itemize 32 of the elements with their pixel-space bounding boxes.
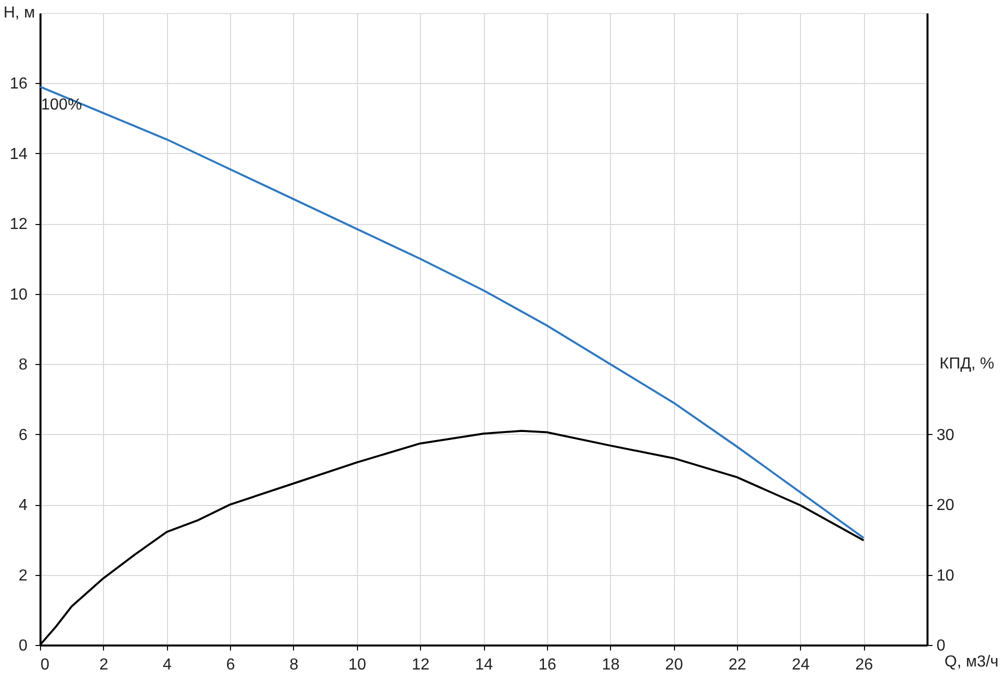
x-tick-label: 2 <box>99 656 108 674</box>
y-tick-label: 2 <box>18 567 28 584</box>
y-tick-label: 8 <box>18 356 28 374</box>
x-tick-label: 8 <box>289 656 298 674</box>
y2-tick-label: 20 <box>936 497 954 514</box>
x-tick-label: 24 <box>792 656 810 674</box>
x-tick-label: 10 <box>348 656 366 674</box>
y-tick-label: 0 <box>18 638 28 654</box>
x-tick-label: 18 <box>602 656 620 674</box>
x-tick-label: 22 <box>728 656 746 674</box>
y-tick-label: 12 <box>10 216 28 234</box>
x-tick-label: 26 <box>855 656 874 674</box>
line-series <box>39 86 865 539</box>
x-tick-label: 14 <box>475 656 493 674</box>
annotation: 100% <box>41 96 82 114</box>
x-tick-label: 20 <box>665 656 684 674</box>
x-tick-label: 12 <box>412 656 430 674</box>
x-axis-title: Q, м3/ч <box>944 654 999 670</box>
x-tick-label: 16 <box>538 656 556 674</box>
y2-tick-label: 0 <box>936 638 946 654</box>
y-tick-label: 10 <box>10 286 28 304</box>
y-tick-label: 16 <box>10 76 28 93</box>
y-tick-label: 4 <box>18 497 28 514</box>
y2-tick-label: 10 <box>936 567 954 584</box>
y2-tick-label: 30 <box>936 426 954 444</box>
x-tick-label: 0 <box>40 656 50 674</box>
x-tick-label: 4 <box>162 656 172 674</box>
y-tick-label: 6 <box>18 426 28 444</box>
x-tick-label: 6 <box>226 656 236 674</box>
y-tick-label: 14 <box>10 146 28 163</box>
y2-axis-title: КПД, % <box>940 356 994 372</box>
y-axis-title: H, м <box>4 4 35 22</box>
